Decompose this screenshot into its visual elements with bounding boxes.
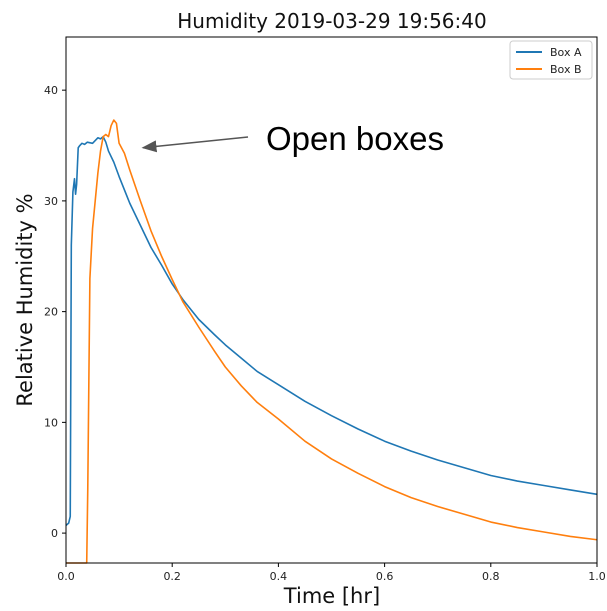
- y-tick-label: 40: [44, 84, 58, 97]
- legend-label-box-a: Box A: [550, 46, 582, 59]
- x-tick-label: 0.8: [482, 570, 500, 583]
- series-line-box-a: [65, 135, 598, 526]
- series-line-box-b: [66, 119, 598, 564]
- annotation-text: Open boxes: [266, 120, 444, 157]
- x-tick-label: 0.6: [376, 570, 394, 583]
- annotation: Open boxes: [141, 120, 444, 157]
- y-tick-label: 20: [44, 306, 58, 319]
- legend-label-box-b: Box B: [550, 63, 582, 76]
- x-tick-label: 0.4: [270, 570, 288, 583]
- y-tick-label: 30: [44, 195, 58, 208]
- legend: Box A Box B: [509, 40, 593, 80]
- x-axis: 0.0 0.2 0.4 0.6 0.8 1.0: [57, 563, 606, 583]
- y-axis-label: Relative Humidity %: [13, 193, 37, 406]
- y-tick-label: 0: [51, 527, 58, 540]
- x-tick-label: 0.2: [163, 570, 181, 583]
- plot-area: [65, 119, 598, 564]
- annotation-arrow: [141, 136, 249, 153]
- y-tick-label: 10: [44, 416, 58, 429]
- plot-frame: [65, 36, 598, 564]
- y-axis: 0 10 20 30 40: [44, 84, 66, 540]
- x-tick-label: 1.0: [588, 570, 606, 583]
- x-axis-label: Time [hr]: [283, 584, 380, 608]
- x-tick-label: 0.0: [57, 570, 75, 583]
- chart-title: Humidity 2019-03-29 19:56:40: [177, 9, 486, 33]
